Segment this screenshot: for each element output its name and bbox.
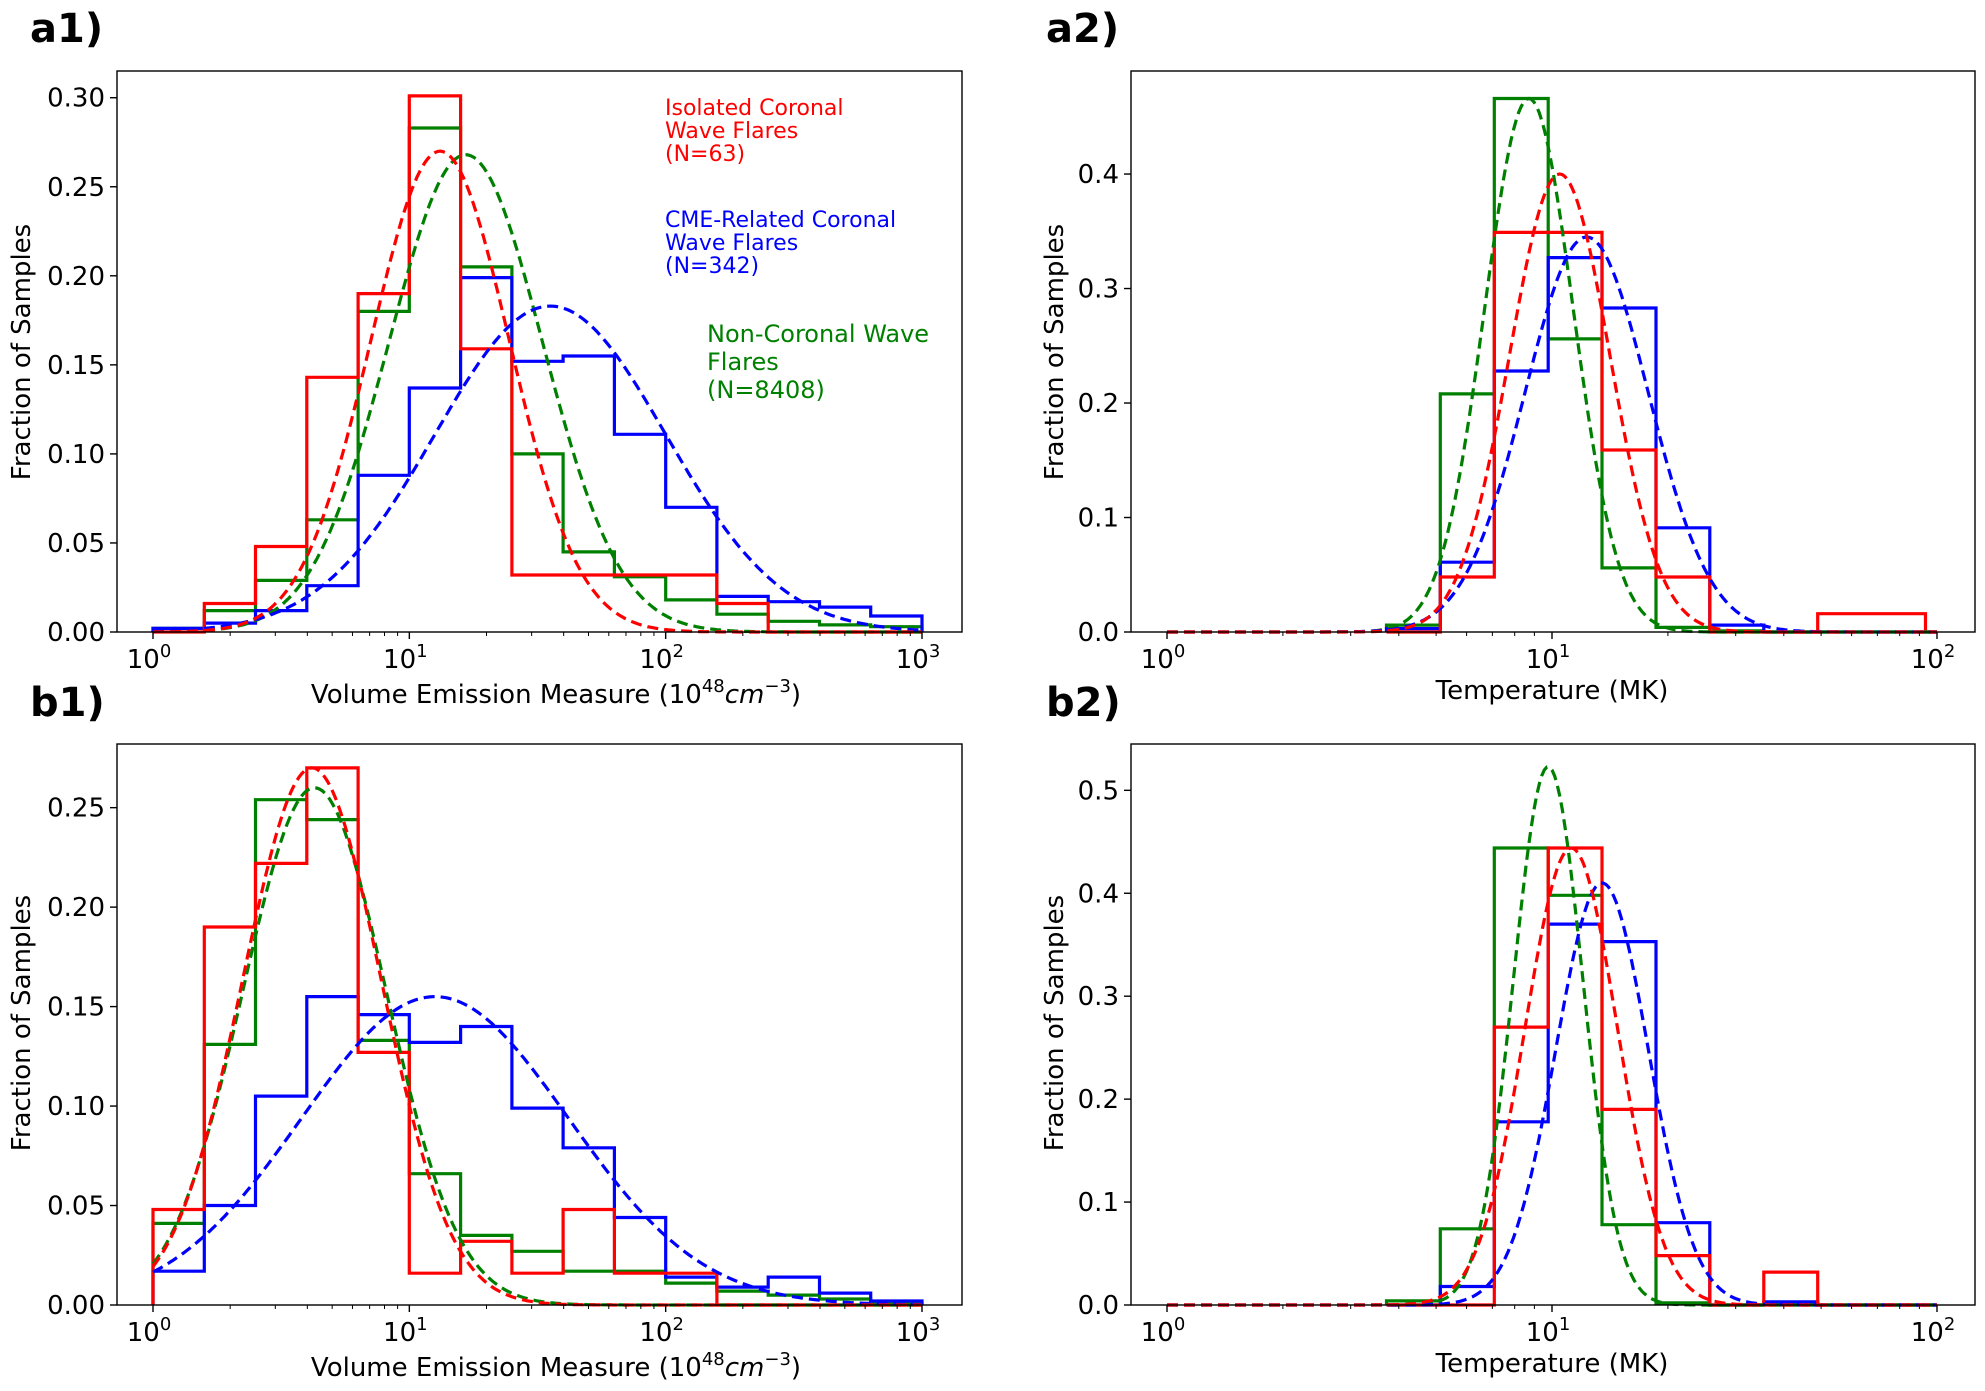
hist-isolated-b2 [1386, 846, 1937, 1307]
panel-label-b2: b2) [1046, 680, 1121, 726]
axes-frame-b2 [1130, 743, 1976, 1306]
xtick-label: 101 [383, 641, 428, 675]
ytick-label: 0.00 [47, 618, 105, 648]
fit-cme-a2 [1167, 235, 1937, 634]
xlabel-b1: Volume Emission Measure (1048cm−3) [311, 1349, 801, 1383]
hist-cme-a1 [151, 276, 924, 632]
ytick-label: 0.10 [47, 1092, 105, 1122]
ylabel-a2: Fraction of Samples [1040, 224, 1070, 480]
xtick-label: 100 [1141, 1314, 1186, 1348]
hist-isolated-a1 [153, 94, 922, 634]
ytick-label: 0.20 [47, 262, 105, 292]
hist-noncw-b2 [1384, 846, 1937, 1307]
legend-cme-line1: CME-Related Coronal [665, 208, 896, 233]
ytick-label: 0.15 [47, 993, 105, 1023]
ytick-label: 0.2 [1078, 1085, 1119, 1115]
axes-frame-a1 [116, 70, 963, 633]
legend-cme-line2: Wave Flares [665, 231, 798, 256]
ytick-label: 0.0 [1078, 1291, 1119, 1321]
hist-noncw-a2 [1384, 96, 1937, 634]
legend: Isolated Coronal Wave Flares (N=63) CME-… [665, 96, 929, 404]
xtick-label: 100 [1141, 641, 1186, 675]
ytick-label: 0.3 [1078, 982, 1119, 1012]
hist-cme-b1 [151, 995, 924, 1305]
fit-cme-a1 [153, 304, 923, 633]
ytick-label: 0.25 [47, 794, 105, 824]
ytick-label: 0.1 [1078, 1188, 1119, 1218]
ylabel-a1: Fraction of Samples [7, 224, 37, 480]
axes-frame-a2 [1130, 70, 1976, 633]
legend-noncw-line1: Non-Coronal Wave [707, 320, 929, 348]
ylabel-b1: Fraction of Samples [7, 895, 37, 1151]
xtick-label: 101 [1526, 641, 1571, 675]
ytick-label: 0.4 [1078, 879, 1119, 909]
hist-isolated-a2 [1386, 230, 1937, 634]
legend-isolated-line3: (N=63) [665, 142, 745, 167]
fit-noncw-a1 [153, 153, 922, 634]
plot-b2: 0.0 0.1 0.2 0.3 0.4 0.5 100 101 102 [1078, 743, 1976, 1348]
xtick-label: 102 [639, 641, 684, 675]
ytick-label: 0.05 [47, 529, 105, 559]
legend-isolated-line2: Wave Flares [665, 119, 798, 144]
ytick-label: 0.4 [1078, 160, 1119, 190]
plot-b1: 0.00 0.05 0.10 0.15 0.20 0.25 100 101 102 103 [47, 743, 963, 1348]
ytick-label: 0.3 [1078, 275, 1119, 305]
ytick-label: 0.1 [1078, 504, 1119, 534]
hist-noncw-b1 [151, 798, 924, 1305]
xtick-label: 100 [127, 1314, 172, 1348]
ytick-label: 0.20 [47, 893, 105, 923]
panel-label-b1: b1) [30, 680, 105, 726]
ytick-label: 0.30 [47, 84, 105, 114]
plot-a2: 0.0 0.1 0.2 0.3 0.4 100 101 102 [1078, 70, 1976, 675]
xtick-label: 102 [639, 1314, 684, 1348]
fit-cme-b1 [152, 994, 922, 1307]
ytick-label: 0.10 [47, 440, 105, 470]
xtick-label: 102 [1911, 641, 1956, 675]
ytick-label: 0.00 [47, 1291, 105, 1321]
xtick-label: 103 [896, 641, 941, 675]
fit-isolated-b1 [151, 766, 922, 1307]
ylabel-b2: Fraction of Samples [1040, 895, 1070, 1151]
xlabel-a2: Temperature (MK) [1435, 676, 1669, 706]
hist-isolated-b1 [151, 766, 922, 1307]
plot-a1: 0.00 0.05 0.10 0.15 0.20 0.25 0.30 100 101 102 103 [47, 70, 963, 675]
ytick-label: 0.15 [47, 351, 105, 381]
fit-isolated-a2 [1167, 172, 1937, 634]
axes-frame-b1 [116, 743, 963, 1306]
panel-label-a1: a1) [30, 6, 103, 52]
fit-cme-b2 [1167, 881, 1937, 1307]
ytick-label: 0.5 [1078, 776, 1119, 806]
xlabel-b2: Temperature (MK) [1435, 1349, 1669, 1379]
legend-isolated-line1: Isolated Coronal [665, 96, 844, 121]
ytick-label: 0.05 [47, 1192, 105, 1222]
xtick-label: 101 [1526, 1314, 1571, 1348]
xtick-label: 103 [896, 1314, 941, 1348]
ytick-label: 0.0 [1078, 618, 1119, 648]
xtick-label: 100 [127, 641, 172, 675]
ytick-label: 0.25 [47, 173, 105, 203]
panel-label-a2: a2) [1046, 6, 1119, 52]
legend-cme-line3: (N=342) [665, 254, 759, 279]
legend-noncw-line3: (N=8408) [707, 376, 825, 404]
xtick-label: 101 [383, 1314, 428, 1348]
ytick-label: 0.2 [1078, 389, 1119, 419]
xlabel-a1: Volume Emission Measure (1048cm−3) [311, 676, 801, 710]
fit-noncw-b1 [151, 786, 922, 1307]
legend-noncw-line2: Flares [707, 348, 779, 376]
xtick-label: 102 [1911, 1314, 1956, 1348]
